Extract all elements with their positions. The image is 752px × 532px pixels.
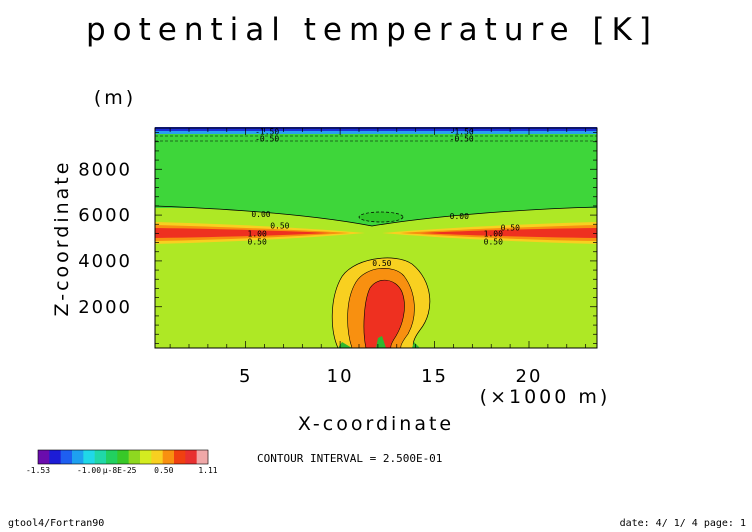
contour-labels: -1.50-0.50-1.50-0.500.00 0.000.50 0.501.00… xyxy=(248,127,521,268)
x-tick-label: 5 xyxy=(239,366,252,387)
y-tick-label: 6000 xyxy=(78,205,132,226)
colorbar-swatch xyxy=(174,450,186,464)
upper-green-shape xyxy=(155,134,597,226)
y-tick-label: 8000 xyxy=(78,159,132,180)
contour-field: -1.50-0.50-1.50-0.500.00 0.000.50 0.501.00… xyxy=(154,127,598,349)
contour-label: -1.50 xyxy=(255,127,279,136)
x-tick-label: 20 xyxy=(516,366,543,387)
colorbar-swatch xyxy=(38,450,50,464)
y-axis-label: Z-coordinate xyxy=(51,160,73,317)
x-axis-ticks: 5 10 15 20 xyxy=(169,128,587,387)
top-strip-2 xyxy=(155,131,597,134)
plume-base-left xyxy=(338,342,352,348)
colorbar-swatch xyxy=(196,450,209,464)
x-axis-label: X-coordinate xyxy=(298,413,454,435)
colorbar-tick-label: µ-8E-25 xyxy=(103,466,137,475)
contour-label: 0.00 xyxy=(251,210,270,219)
x-tick-label: 10 xyxy=(327,366,354,387)
y-axis-unit: (m) xyxy=(94,87,136,109)
colorbar-swatch xyxy=(106,450,118,464)
colorbar-tick-label: -1.53 xyxy=(26,466,50,475)
chart-title: potential temperature [K] xyxy=(86,12,658,48)
colorbar-tick-label: -1.00 xyxy=(77,466,101,475)
contour-label: -1.50 xyxy=(450,127,474,136)
colorbar-swatch xyxy=(49,450,61,464)
contour-label: 0.00 xyxy=(450,212,469,221)
colorbar-swatch xyxy=(140,450,152,464)
colorbar-swatch xyxy=(72,450,84,464)
colorbar-frame xyxy=(37,449,209,465)
contour-label: 0.50 xyxy=(270,221,289,230)
y-tick-label: 4000 xyxy=(78,251,132,272)
x-axis-unit: (×1000 m) xyxy=(480,386,611,408)
colorbar-swatch xyxy=(60,450,73,464)
colorbar-swatch xyxy=(94,450,107,464)
band-left-red xyxy=(155,228,330,238)
top-strip xyxy=(155,127,597,131)
contour-label: 0.50 xyxy=(372,259,391,268)
colorbar-swatch xyxy=(185,450,197,464)
colorbar-tick-label: 0.50 xyxy=(154,466,173,475)
contour-0.00 xyxy=(154,205,598,227)
y-tick-label: 2000 xyxy=(78,297,132,318)
colorbar-swatch xyxy=(83,450,95,464)
plot-frame xyxy=(154,127,598,349)
colorbar-swatch xyxy=(128,450,141,464)
center-dip xyxy=(358,211,404,223)
colorbar-swatch xyxy=(117,450,129,464)
contour-label: 0.50 xyxy=(484,237,503,246)
colorbar-tick-label: 1.11 xyxy=(198,466,217,475)
contour-label: 0.50 xyxy=(501,224,520,233)
contour-interval: CONTOUR INTERVAL = 2.500E-01 xyxy=(257,452,442,465)
footer-right: date: 4/ 1/ 4 page: 1 xyxy=(620,518,746,529)
plume-red xyxy=(363,279,405,349)
y-axis-ticks: 2000 4000 6000 8000 xyxy=(78,132,597,344)
plume-base xyxy=(376,336,386,348)
colorbar-labels: -1.53 -1.00 µ-8E-25 0.50 1.11 xyxy=(26,466,218,475)
footer-left: gtool4/Fortran90 xyxy=(8,518,104,529)
colorbar-swatch xyxy=(162,450,175,464)
contour-label: 0.50 xyxy=(248,237,267,246)
contour-label: -0.50 xyxy=(255,134,279,143)
contour-label: 1.00 xyxy=(248,229,267,238)
band-right-red xyxy=(420,228,597,238)
colorbar-swatch xyxy=(151,450,163,464)
x-tick-label: 15 xyxy=(421,366,448,387)
contour-label: 1.00 xyxy=(484,229,503,238)
contour-label: -0.50 xyxy=(450,134,474,143)
colorbar xyxy=(37,449,209,465)
